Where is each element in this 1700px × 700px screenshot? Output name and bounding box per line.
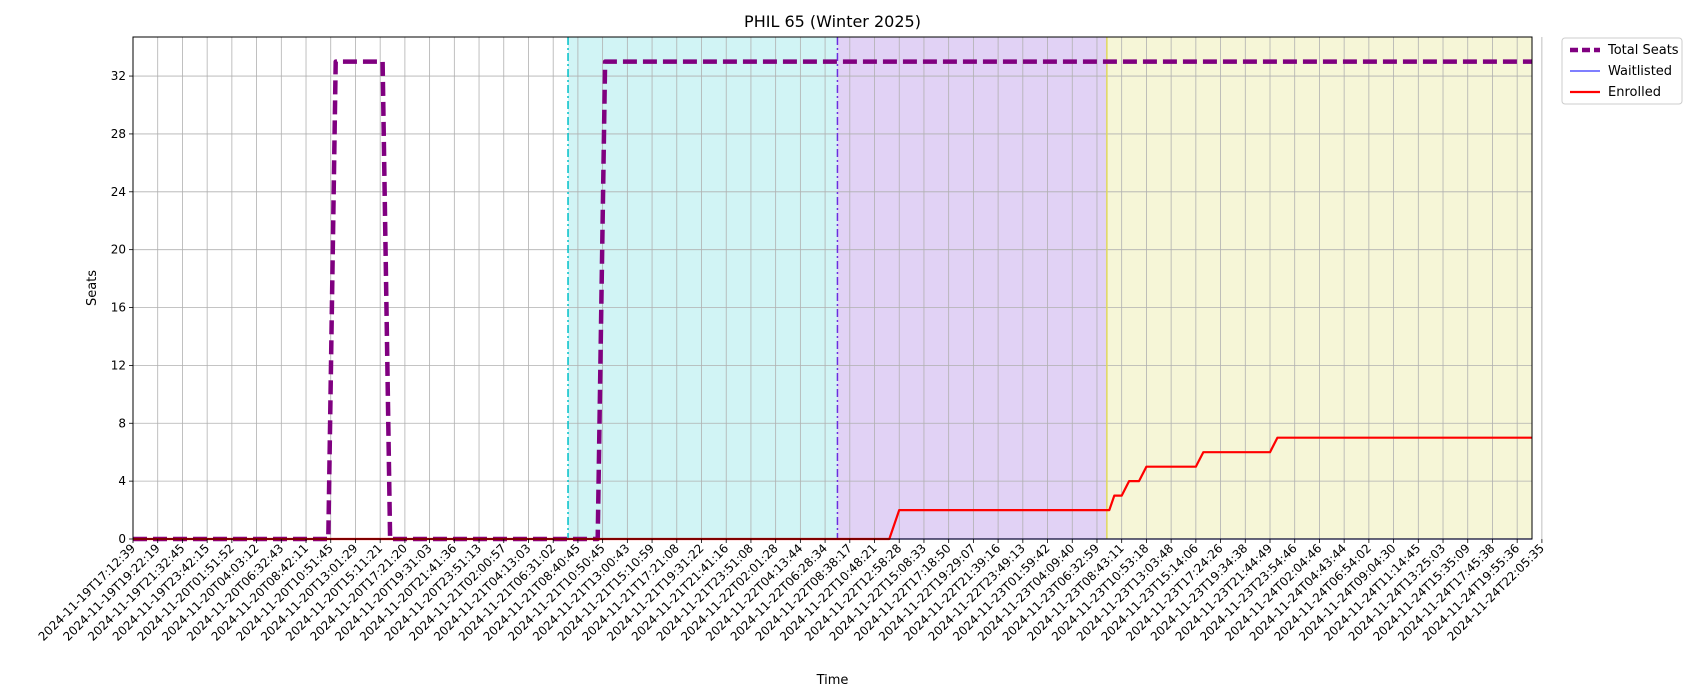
legend: Total Seats Waitlisted Enrolled — [1561, 37, 1683, 105]
legend-label-1: Waitlisted — [1608, 64, 1672, 79]
y-tick-label-32: 32 — [111, 69, 126, 83]
x-axis-ticks: 2024-11-19T17:12:392024-11-19T19:22:1920… — [36, 539, 1547, 644]
region-0 — [568, 37, 838, 539]
region-1 — [837, 37, 1107, 539]
plot-frame — [132, 36, 1533, 540]
y-tick-label-12: 12 — [111, 358, 126, 372]
y-tick-label-4: 4 — [118, 474, 126, 488]
y-tick-label-28: 28 — [111, 127, 126, 141]
series-total-seats — [133, 59, 1532, 542]
phase-lines — [567, 37, 1108, 539]
series-enrolled — [133, 436, 1532, 541]
chart-title: PHIL 65 (Winter 2025) — [744, 12, 921, 31]
y-tick-label-0: 0 — [118, 532, 126, 546]
y-tick-label-20: 20 — [111, 243, 126, 257]
legend-box — [1561, 37, 1683, 105]
y-tick-label-16: 16 — [111, 301, 126, 315]
y-axis-ticks: 0 4 8 12 16 20 24 28 32 — [111, 69, 133, 546]
x-axis-label: Time — [816, 673, 849, 688]
legend-label-2: Enrolled — [1608, 85, 1661, 100]
shaded-regions — [568, 37, 1532, 539]
y-tick-label-24: 24 — [111, 185, 126, 199]
y-tick-label-8: 8 — [118, 416, 126, 430]
legend-label-0: Total Seats — [1607, 43, 1679, 58]
y-axis-label: Seats — [85, 270, 100, 306]
